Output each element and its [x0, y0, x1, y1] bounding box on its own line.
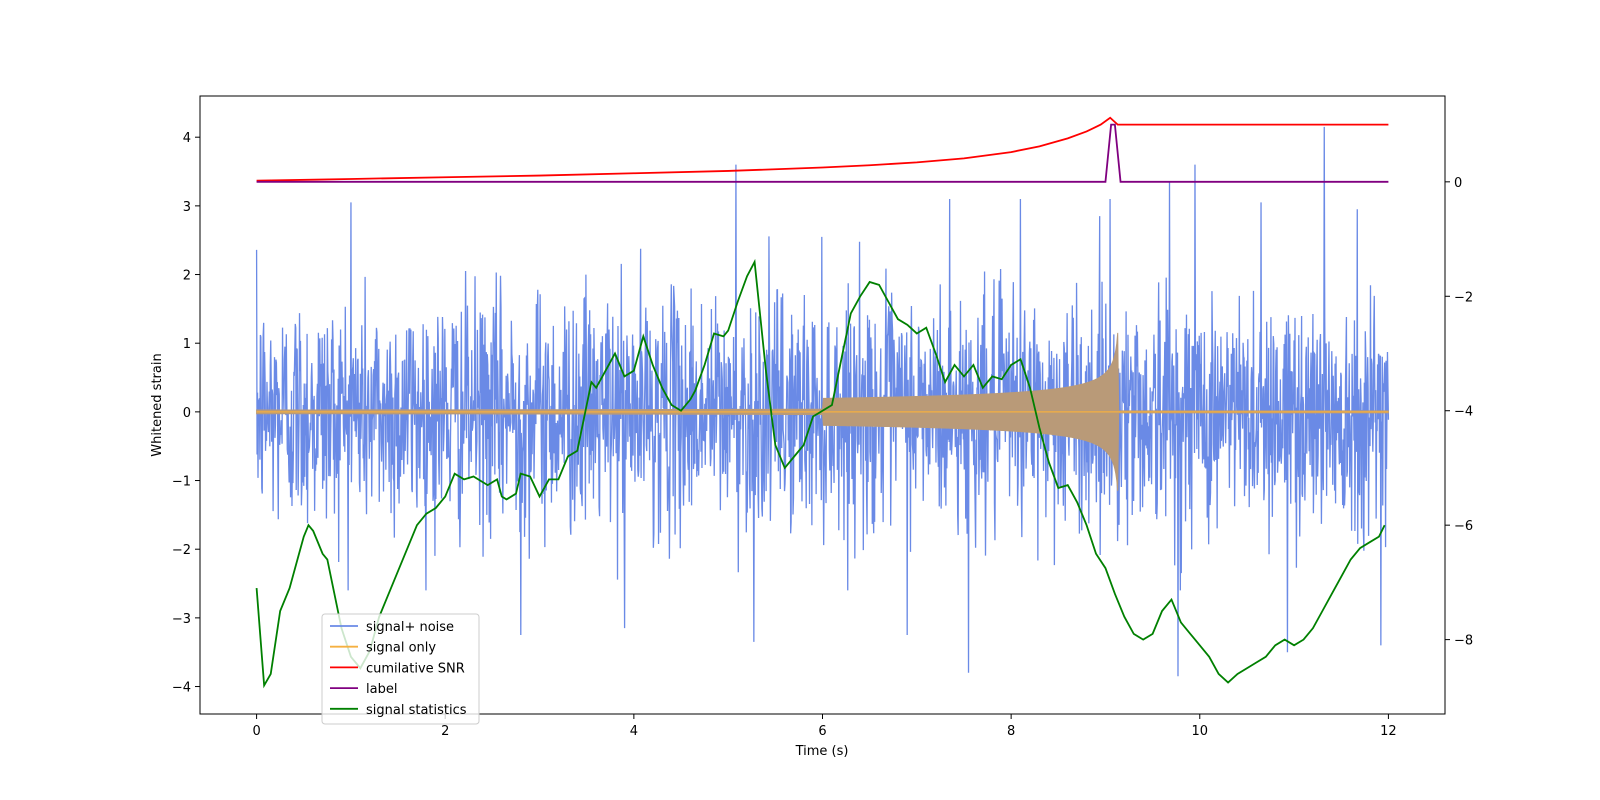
x-tick-label: 8	[1007, 724, 1015, 739]
series-label	[256, 123, 1389, 183]
y-right-tick-label: −4	[1454, 405, 1473, 420]
y-tick-label: 4	[183, 131, 191, 146]
legend-signal-only: signal only	[366, 641, 436, 656]
y-right-tick-label: −6	[1454, 519, 1473, 534]
y-tick-label: 1	[183, 337, 191, 352]
legend-signal-statistics: signal statistics	[366, 703, 467, 718]
plot-area	[255, 116, 1390, 689]
y-tick-label: 3	[183, 200, 191, 215]
y-tick-label: 0	[183, 406, 191, 421]
y-axis-label: Whitened strain	[150, 353, 165, 456]
y-tick-label: −4	[172, 681, 191, 696]
x-tick-label: 10	[1191, 724, 1208, 739]
legend-box	[321, 613, 480, 725]
y-right-tick-label: −8	[1454, 634, 1473, 649]
series-signal-noise	[255, 126, 1390, 677]
y-right-tick-label: 0	[1454, 176, 1462, 191]
legend: signal+ noise signal only cumilative SNR la…	[321, 613, 480, 725]
legend-signal-noise: signal+ noise	[366, 620, 454, 635]
series-cumulative-snr	[256, 116, 1389, 182]
x-tick-label: 4	[630, 724, 638, 739]
x-tick-label: 12	[1380, 724, 1397, 739]
legend-label: label	[366, 682, 397, 697]
y-tick-label: −2	[172, 543, 191, 558]
y-right-tick-label: −2	[1454, 290, 1473, 305]
legend-cumulative-snr: cumilative SNR	[366, 661, 465, 676]
y-tick-label: −1	[172, 475, 191, 490]
x-tick-label: 6	[818, 724, 826, 739]
x-tick-label: 2	[441, 724, 449, 739]
x-axis-label: Time (s)	[795, 744, 849, 759]
y-tick-label: −3	[172, 612, 191, 627]
series-signal-statistics	[255, 258, 1386, 689]
y-tick-label: 2	[183, 269, 191, 284]
x-tick-label: 0	[252, 724, 260, 739]
